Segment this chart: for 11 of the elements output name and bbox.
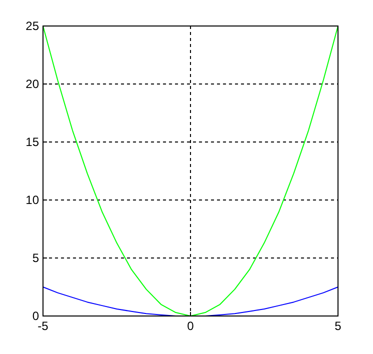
y-tick-label: 5 — [32, 251, 40, 265]
x-tick-label: -5 — [38, 319, 49, 333]
y-tick-label: 0 — [32, 309, 40, 323]
y-tick-label: 20 — [26, 77, 40, 91]
line-series — [42, 286, 338, 316]
x-tick-label: 5 — [334, 319, 342, 333]
y-tick-label: 10 — [26, 193, 40, 207]
x-tick-label: 0 — [187, 319, 194, 333]
line-series — [42, 26, 338, 316]
y-tick-label: 25 — [26, 19, 40, 33]
y-tick-label: 15 — [26, 135, 40, 149]
